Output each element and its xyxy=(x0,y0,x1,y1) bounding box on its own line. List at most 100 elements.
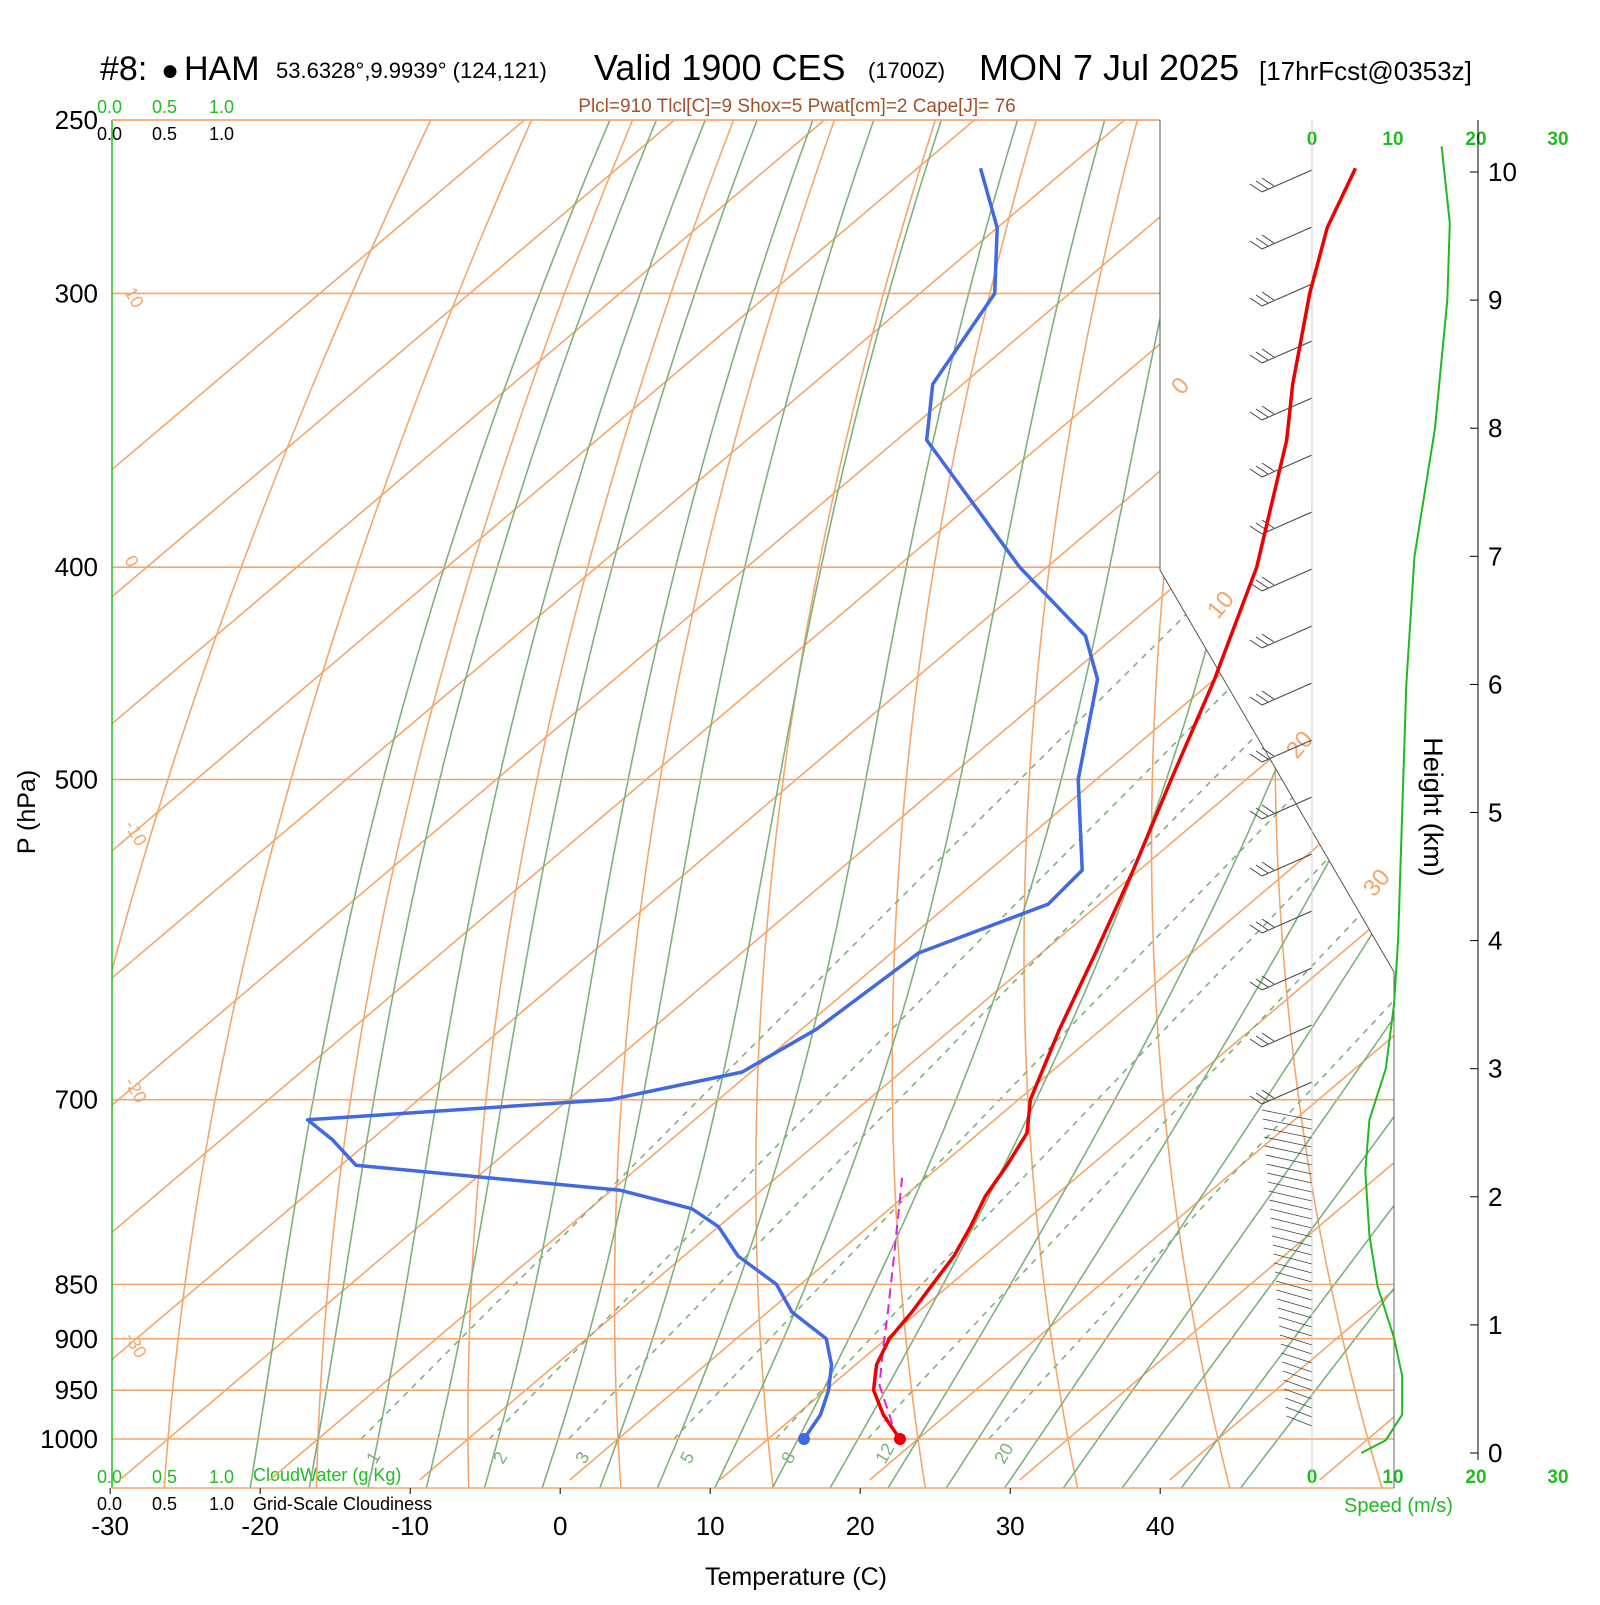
dry-adiabat-label: -20 xyxy=(121,1074,151,1107)
dry-adiabat-line xyxy=(891,120,1038,1488)
height-tick-label: 5 xyxy=(1488,798,1502,828)
wind-barb-feather xyxy=(1261,1032,1275,1042)
wind-barb xyxy=(1261,511,1313,535)
wind-barb-feather xyxy=(1255,351,1269,361)
temperature-axis: -30 -20 -10 0 10 20 30 40 xyxy=(91,1488,1175,1541)
isotherm-line xyxy=(1319,120,1394,1481)
title-row: #8: ● HAM 53.6328°,9.9939° (124,121) Val… xyxy=(100,47,1472,88)
height-tick-label: 7 xyxy=(1488,541,1502,571)
diagram-frame xyxy=(111,119,1395,1489)
wind-barb-dense xyxy=(1281,1352,1313,1364)
isotherm-line xyxy=(112,120,975,1481)
speed-tick-top: 20 xyxy=(1465,129,1486,150)
temperature-tick-label: 20 xyxy=(846,1511,875,1541)
wind-barb-feather xyxy=(1261,348,1275,358)
isotherm-line xyxy=(112,120,1394,1481)
height-tick-label: 8 xyxy=(1488,413,1502,443)
dry-adiabat-line xyxy=(1511,120,1600,1488)
wind-barb-dense xyxy=(1266,1172,1313,1184)
wind-barb-feather xyxy=(1255,807,1269,817)
station-number: #8: xyxy=(100,50,147,88)
moist-adiabat-line xyxy=(1060,120,1394,1488)
wind-barb-dense xyxy=(1274,1262,1313,1274)
wind-barb-dense xyxy=(1268,1190,1313,1202)
height-tick-label: 2 xyxy=(1488,1182,1502,1212)
moist-adiabat-line xyxy=(366,120,722,1488)
mixing-ratio-label: 12 xyxy=(871,1440,898,1467)
isotherm-label: 30 xyxy=(1358,864,1396,902)
dry-adiabat-line xyxy=(1274,120,1383,1488)
wind-barb-dense xyxy=(1272,1244,1313,1256)
parcel-line xyxy=(878,1177,904,1440)
mixing-ratio-line xyxy=(775,566,1394,1440)
station-name: HAM xyxy=(184,50,260,88)
wind-barb xyxy=(1261,454,1313,478)
speed-tick-top: 10 xyxy=(1382,129,1403,150)
moist-adiabat-line xyxy=(482,120,828,1488)
isotherm-line xyxy=(1019,120,1394,1481)
pressure-label: 250 xyxy=(55,105,98,135)
wind-barb-feather xyxy=(1255,978,1269,988)
wind-barb xyxy=(1261,739,1313,763)
dewpoint-line xyxy=(305,167,1100,1440)
mixing-ratio-label: 8 xyxy=(777,1448,799,1467)
wind-barb-feather xyxy=(1255,579,1269,589)
wind-barb-dense xyxy=(1275,1280,1313,1292)
isotherm-line xyxy=(112,120,825,1481)
wind-barb-dense xyxy=(1279,1334,1313,1346)
speed-tick-top: 30 xyxy=(1547,129,1568,150)
wind-barb-feather xyxy=(1249,981,1263,991)
wind-barb-feather xyxy=(1261,462,1275,472)
pressure-label: 300 xyxy=(55,278,98,308)
wind-barb-feather xyxy=(1261,291,1275,301)
wind-barb-feather xyxy=(1249,240,1263,250)
pressure-label: 500 xyxy=(55,765,98,795)
surface-temperature-marker xyxy=(894,1433,906,1445)
isotherm-line xyxy=(1169,120,1394,1481)
valid-time: Valid 1900 CES xyxy=(594,47,846,88)
cloudwater-tick-top-2: 1.0 xyxy=(209,97,234,117)
valid-date: MON 7 Jul 2025 xyxy=(979,47,1239,88)
moist-adiabat-line xyxy=(1002,120,1394,1488)
moist-adiabat-line xyxy=(540,120,889,1488)
dry-adiabat-line xyxy=(1023,120,1139,1488)
height-tick-label: 9 xyxy=(1488,285,1502,315)
wind-barb-feather xyxy=(1249,183,1263,193)
isotherm-line xyxy=(269,120,1394,1481)
isotherm-line xyxy=(112,120,525,1481)
wind-barb-feather xyxy=(1261,177,1275,187)
wind-barb-feather xyxy=(1261,234,1275,244)
wind-barb-feather xyxy=(1249,867,1263,877)
wind-barb-feather xyxy=(1249,1038,1263,1048)
moist-adiabat-line xyxy=(770,120,1217,1488)
wind-barb-dense xyxy=(1276,1289,1313,1301)
wind-barb-dense xyxy=(1264,1145,1313,1157)
moist-adiabat-line xyxy=(424,120,773,1488)
wind-barb-feather xyxy=(1261,633,1275,643)
wind-barb-dense xyxy=(1277,1298,1313,1310)
wind-barb-dense xyxy=(1277,1307,1313,1319)
height-tick-label: 10 xyxy=(1488,157,1517,187)
pressure-label: 900 xyxy=(55,1324,98,1354)
cloudwater-tick-bottom-2: 1.0 xyxy=(209,1467,234,1487)
mixing-ratio-line xyxy=(568,566,1394,1440)
speed-tick-bottom: 20 xyxy=(1465,1467,1486,1488)
wind-barb-dense xyxy=(1270,1217,1313,1229)
dry-adiabat-line xyxy=(163,120,533,1488)
wind-barb-dense xyxy=(1279,1325,1313,1337)
wind-barb-feather xyxy=(1249,297,1263,307)
right-frame xyxy=(1159,120,1395,1488)
wind-barb-feather xyxy=(1261,804,1275,814)
dry-adiabat-line xyxy=(467,120,735,1488)
temperature-tick-label: 40 xyxy=(1146,1511,1175,1541)
wind-barb xyxy=(1261,853,1313,877)
wind-barb-feather xyxy=(1261,690,1275,700)
temperature-tick-label: 0 xyxy=(553,1511,567,1541)
dry-adiabat-line xyxy=(112,120,432,1488)
wind-barb-dense xyxy=(1278,1316,1313,1328)
wind-barb-dense xyxy=(1273,1253,1313,1265)
moist-adiabat-line xyxy=(655,120,1031,1488)
wind-barb-dense xyxy=(1271,1235,1313,1247)
wind-barb-feather xyxy=(1255,636,1269,646)
